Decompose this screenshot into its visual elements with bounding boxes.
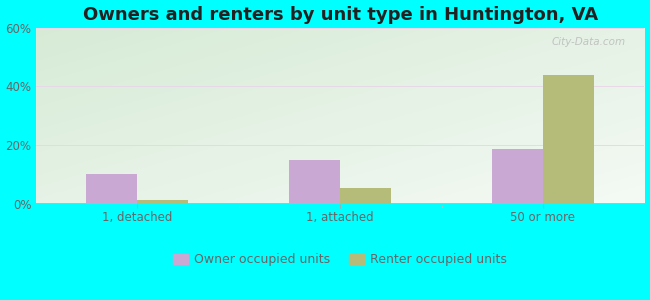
Title: Owners and renters by unit type in Huntington, VA: Owners and renters by unit type in Hunti… <box>83 6 597 24</box>
Bar <box>86 174 137 204</box>
Legend: Owner occupied units, Renter occupied units: Owner occupied units, Renter occupied un… <box>168 248 512 271</box>
Bar <box>289 160 340 204</box>
Text: City-Data.com: City-Data.com <box>552 37 626 47</box>
Bar <box>543 75 593 204</box>
Bar <box>340 188 391 204</box>
Bar <box>137 200 188 204</box>
Bar <box>492 149 543 204</box>
